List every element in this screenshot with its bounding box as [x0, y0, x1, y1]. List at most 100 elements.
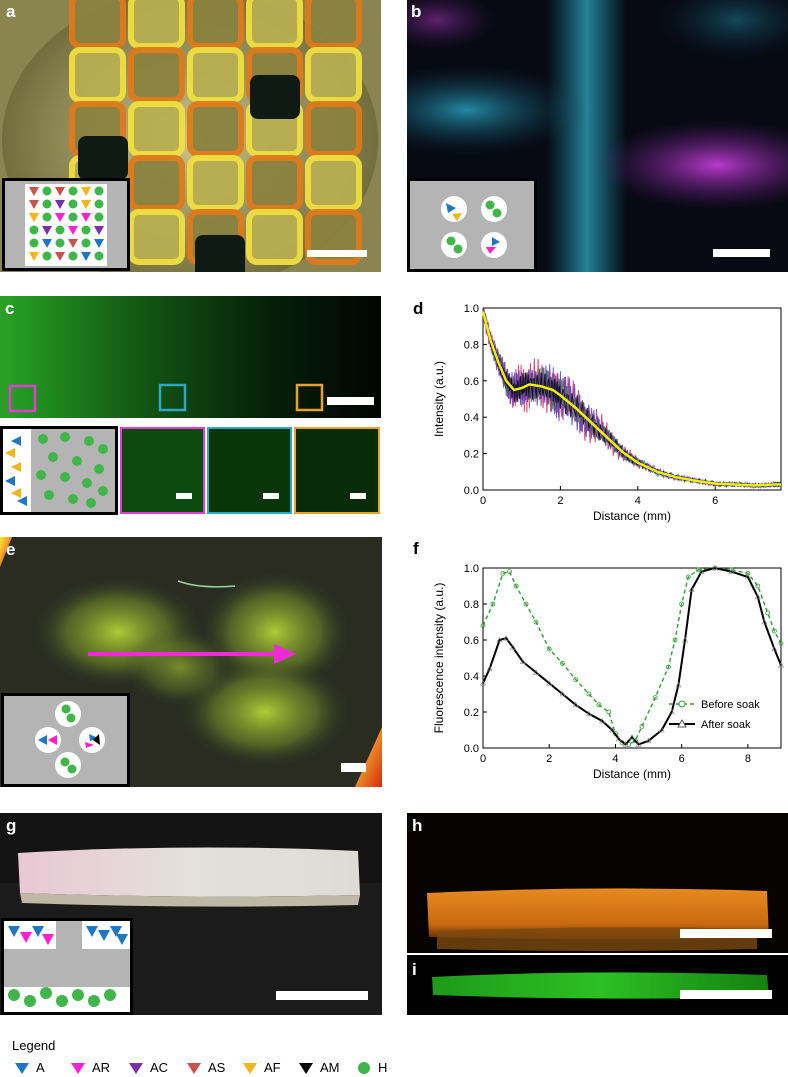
- y-axis-label: Fluorescence intensity (a.u.): [432, 583, 446, 734]
- green-circle-icon: [42, 212, 52, 222]
- scale-bar-zoom-1: [176, 493, 192, 499]
- data-point: [585, 710, 592, 717]
- scale-bar-c: [327, 397, 374, 405]
- green-circle-icon: [68, 186, 78, 196]
- data-point: [560, 661, 565, 666]
- orange-triangle-icon: [243, 1062, 257, 1074]
- x-tick-label: 2: [546, 753, 552, 765]
- green-circle-icon: [55, 238, 65, 248]
- fluorescence-image-h: [407, 813, 788, 953]
- panel-label-h: h: [412, 816, 423, 835]
- panel-label-i: i: [412, 960, 417, 979]
- inset-b-diagram: [441, 196, 507, 258]
- panel-e-photo: e: [0, 537, 382, 787]
- magenta-triangle-icon: [81, 213, 91, 222]
- scale-bar-i: [680, 990, 772, 999]
- data-point: [679, 601, 685, 607]
- y-tick-label: 0.2: [464, 449, 479, 461]
- orange-triangle-icon: [29, 213, 39, 222]
- data-point: [652, 695, 658, 701]
- data-point: [479, 680, 487, 686]
- red-triangle-icon: [29, 200, 39, 209]
- data-point: [533, 619, 539, 625]
- data-point: [745, 571, 751, 576]
- scale-bar-g: [276, 991, 368, 1000]
- data-point: [573, 677, 579, 683]
- data-point: [480, 623, 486, 628]
- panel-label-f: f: [413, 539, 419, 558]
- zoom-cyan: [207, 427, 292, 514]
- fluorescence-image-i: [407, 955, 788, 1015]
- green-circle-icon: [68, 199, 78, 209]
- magenta-triangle-icon: [68, 226, 78, 235]
- scale-bar-h: [680, 929, 772, 938]
- panel-c-photo: c: [0, 296, 381, 418]
- y-tick-label: 0.6: [464, 635, 479, 647]
- data-point: [596, 702, 602, 708]
- inset-g-diagram: [4, 921, 130, 1012]
- data-point: [771, 628, 777, 634]
- data-point: [606, 709, 612, 715]
- data-point: [509, 644, 516, 650]
- green-circle-icon: [94, 186, 104, 196]
- data-point: [559, 690, 566, 697]
- y-tick-label: 0.4: [464, 412, 479, 424]
- y-tick-label: 0.0: [464, 743, 479, 755]
- orange-triangle-icon: [29, 252, 39, 261]
- panel-label-d: d: [413, 299, 424, 318]
- data-point: [675, 681, 682, 688]
- y-tick-label: 0.4: [464, 671, 479, 683]
- blue-triangle-icon: [42, 239, 52, 248]
- data-point: [523, 601, 529, 607]
- legend-label: AC: [150, 1060, 169, 1075]
- legend-label: After soak: [701, 719, 751, 731]
- legend-item-af: AF: [242, 1060, 281, 1075]
- series-line: [482, 567, 782, 746]
- green-circle-icon: [68, 212, 78, 222]
- data-point: [668, 708, 675, 715]
- purple-triangle-icon: [129, 1062, 143, 1074]
- data-point: [500, 571, 506, 576]
- orange-triangle-icon: [81, 200, 91, 209]
- zoom-orange: [294, 427, 380, 514]
- x-tick-label: 4: [635, 495, 641, 507]
- legend-marker: [677, 718, 687, 728]
- data-point: [546, 646, 552, 652]
- y-tick-label: 0.6: [464, 376, 479, 388]
- data-point: [685, 574, 691, 580]
- data-point: [632, 738, 638, 744]
- legend-label: AM: [320, 1060, 340, 1075]
- data-point: [698, 568, 705, 574]
- arrow-head: [274, 644, 296, 664]
- y-tick-label: 0.0: [464, 485, 479, 497]
- data-point: [755, 583, 761, 589]
- data-point: [658, 726, 665, 733]
- data-point: [486, 665, 493, 672]
- zoom-magenta: [120, 427, 205, 514]
- x-tick-label: 6: [679, 753, 685, 765]
- legend-label: AS: [208, 1060, 226, 1075]
- purple-triangle-icon: [42, 226, 52, 235]
- panel-i-photo: i: [407, 955, 788, 1015]
- legend-label: Before soak: [701, 699, 760, 711]
- panel-g-photo: g: [0, 813, 382, 1015]
- series-line: [482, 566, 782, 746]
- data-point: [622, 741, 629, 747]
- inset-e: [1, 693, 130, 787]
- panel-a-photo: a: [0, 0, 381, 272]
- data-point: [777, 662, 785, 668]
- y-axis-label: Intensity (a.u.): [432, 361, 446, 437]
- red-triangle-icon: [55, 187, 65, 196]
- data-point: [645, 737, 652, 744]
- orange-triangle-icon: [81, 187, 91, 196]
- panel-label-c: c: [5, 299, 15, 318]
- data-point: [761, 618, 768, 625]
- plot-frame: [482, 307, 782, 491]
- x-tick-label: 8: [745, 753, 751, 765]
- red-triangle-icon: [187, 1062, 201, 1074]
- data-point: [635, 741, 642, 747]
- green-circle-icon: [81, 238, 91, 248]
- data-point: [666, 664, 671, 670]
- fluorescence-image-e: [0, 537, 382, 787]
- green-circle-icon: [29, 238, 39, 248]
